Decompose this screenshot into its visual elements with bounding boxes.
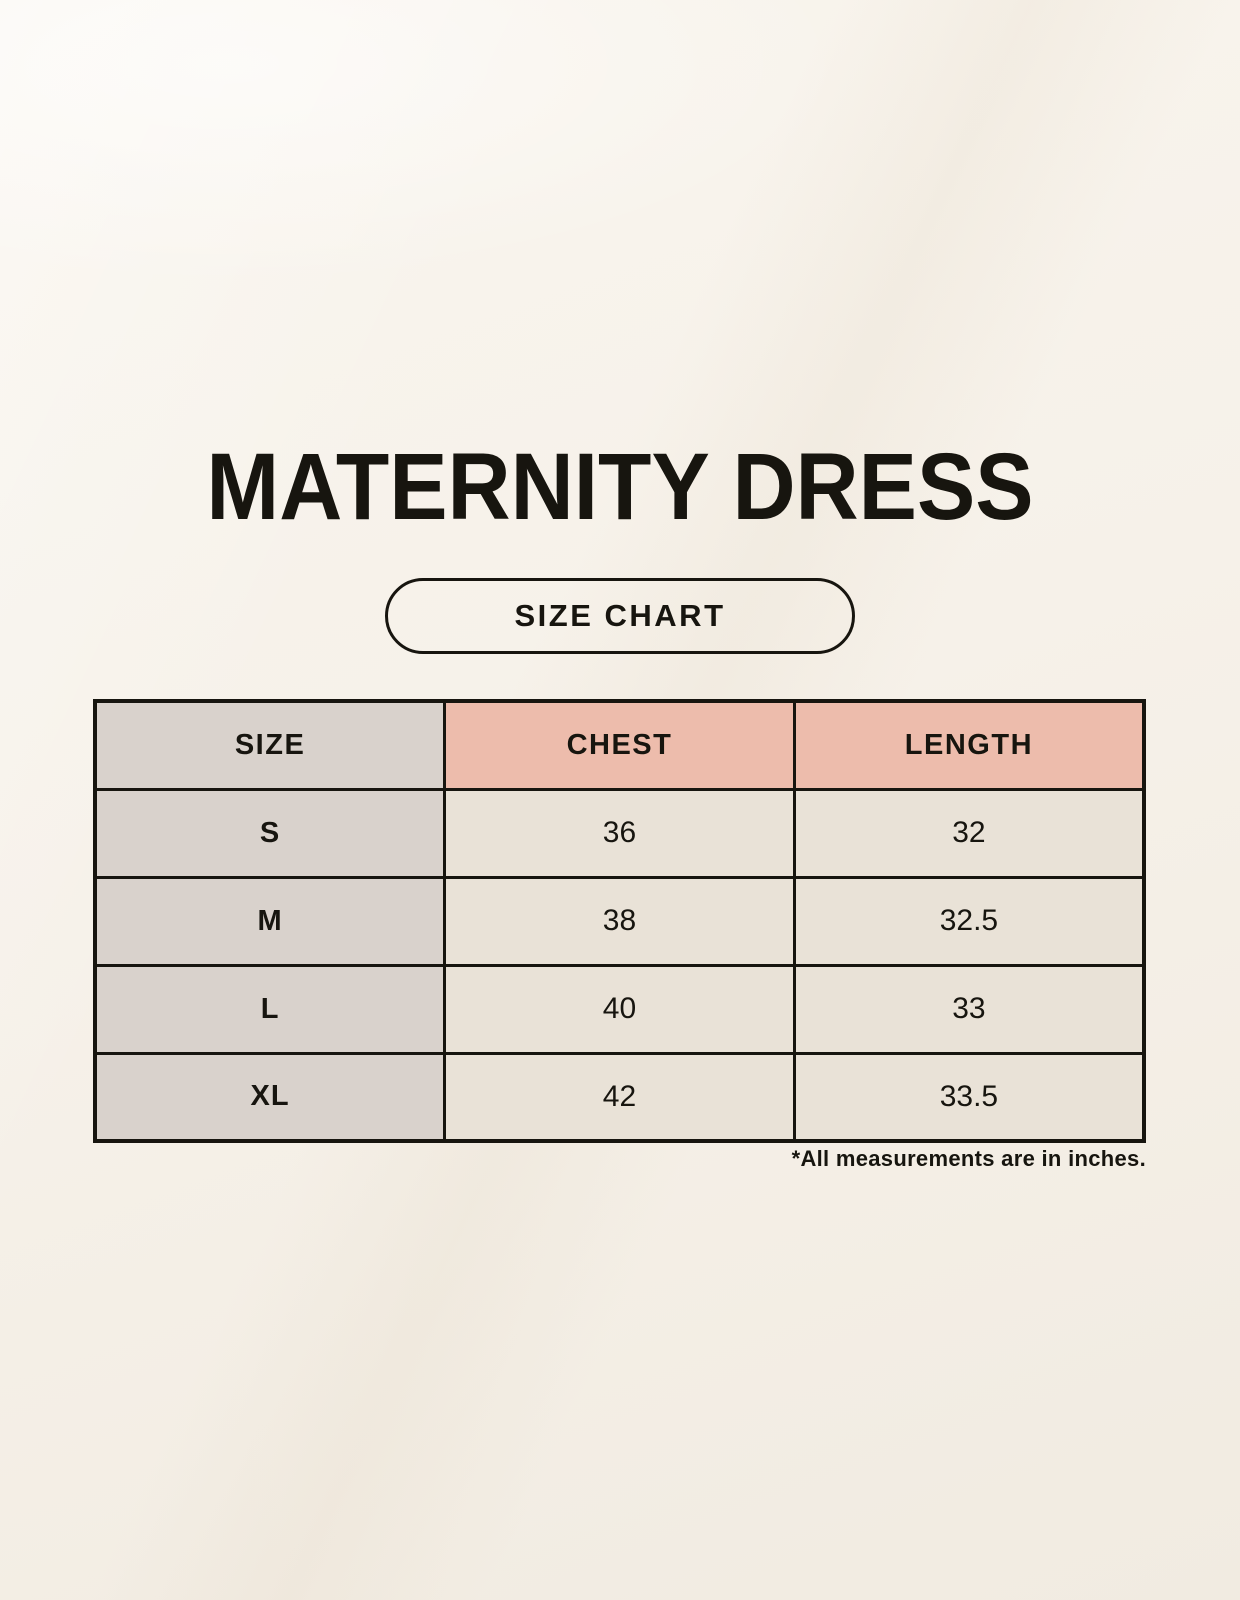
column-header-chest: CHEST xyxy=(443,699,796,791)
size-label: XL xyxy=(93,1051,447,1143)
length-value: 33 xyxy=(792,963,1146,1055)
size-label: M xyxy=(93,875,447,967)
size-chart-badge: SIZE CHART xyxy=(385,578,855,654)
length-value: 32.5 xyxy=(792,875,1146,967)
size-label: S xyxy=(93,787,447,879)
table-row: S 36 32 xyxy=(93,787,1146,879)
size-chart-badge-label: SIZE CHART xyxy=(514,598,726,633)
table-header-row: SIZE CHEST LENGTH xyxy=(93,699,1146,791)
chest-value: 42 xyxy=(443,1051,796,1143)
chest-value: 40 xyxy=(443,963,796,1055)
length-value: 32 xyxy=(792,787,1146,879)
chest-value: 38 xyxy=(443,875,796,967)
size-chart-table: SIZE CHEST LENGTH S 36 32 M 38 32.5 L 40… xyxy=(93,699,1146,1143)
page-title: MATERNITY DRESS xyxy=(206,434,1034,540)
chest-value: 36 xyxy=(443,787,796,879)
measurements-note: *All measurements are in inches. xyxy=(791,1146,1146,1171)
column-header-length: LENGTH xyxy=(792,699,1146,791)
table-row: L 40 33 xyxy=(93,963,1146,1055)
size-label: L xyxy=(93,963,447,1055)
table-row: XL 42 33.5 xyxy=(93,1051,1146,1143)
table-row: M 38 32.5 xyxy=(93,875,1146,967)
column-header-size: SIZE xyxy=(93,699,447,791)
length-value: 33.5 xyxy=(792,1051,1146,1143)
